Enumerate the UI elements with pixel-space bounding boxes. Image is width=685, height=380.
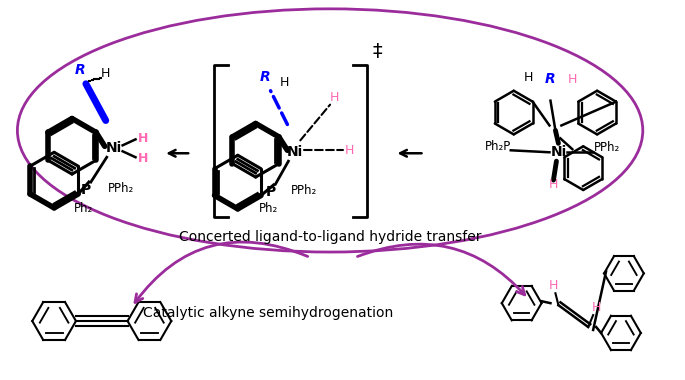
Text: ‡: ‡ (373, 42, 382, 61)
Text: Ph₂: Ph₂ (74, 202, 94, 215)
Text: H: H (549, 178, 558, 191)
Text: H: H (279, 76, 289, 89)
Text: H: H (524, 71, 534, 84)
Text: Ni: Ni (550, 145, 566, 159)
Text: H: H (138, 132, 149, 145)
Text: R: R (545, 72, 556, 86)
Text: PPh₂: PPh₂ (594, 141, 621, 154)
Text: Ph₂: Ph₂ (259, 202, 278, 215)
Text: Ni: Ni (287, 145, 303, 159)
Text: H: H (329, 91, 339, 104)
Text: H: H (549, 279, 558, 292)
Text: PPh₂: PPh₂ (108, 182, 134, 195)
Text: Ph₂P: Ph₂P (484, 140, 511, 153)
Text: R: R (75, 63, 85, 77)
Text: Ni: Ni (105, 141, 122, 155)
Text: H: H (591, 301, 601, 314)
Text: Concerted ligand-to-ligand hydride transfer: Concerted ligand-to-ligand hydride trans… (179, 230, 482, 244)
Text: P: P (81, 183, 91, 197)
Text: PPh₂: PPh₂ (290, 184, 316, 197)
Text: H: H (138, 152, 149, 165)
Text: Catalytic alkyne semihydrogenation: Catalytic alkyne semihydrogenation (143, 306, 394, 320)
Text: H: H (568, 73, 577, 86)
Text: R: R (259, 70, 270, 84)
Text: H: H (101, 67, 110, 80)
Text: H: H (345, 144, 353, 157)
Text: P: P (265, 185, 275, 199)
